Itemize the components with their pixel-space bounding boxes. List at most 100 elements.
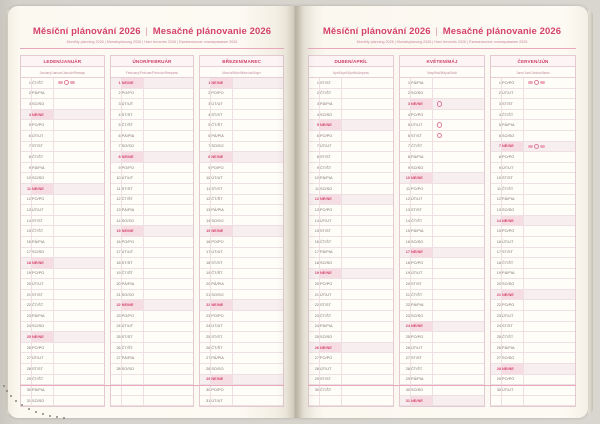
day-note-field[interactable] [432,151,484,163]
day-note-field[interactable] [523,352,575,365]
day-note-field[interactable] [53,78,104,89]
day-note-field[interactable] [53,162,104,174]
day-note-field[interactable] [523,225,575,237]
day-note-field[interactable] [341,352,393,365]
day-note-field[interactable] [53,247,104,259]
day-note-field[interactable] [143,321,194,333]
day-note-field[interactable] [341,395,393,407]
day-note-field[interactable] [143,162,194,174]
day-note-field[interactable] [232,247,284,259]
day-note-field[interactable] [53,395,104,407]
day-note-field[interactable] [341,310,393,322]
day-note-field[interactable] [143,215,194,227]
day-note-field[interactable] [232,342,284,354]
day-note-field[interactable] [53,268,104,280]
day-note-field[interactable] [232,257,284,269]
day-note-field[interactable] [341,172,393,184]
day-note-field[interactable] [432,109,484,121]
day-note-field[interactable] [232,141,284,153]
day-note-field[interactable] [523,299,575,312]
day-note-field[interactable] [523,141,575,153]
day-note-field[interactable] [232,78,284,89]
day-note-field[interactable] [53,310,104,322]
day-note-field[interactable] [143,204,194,216]
day-note-field[interactable] [53,109,104,121]
day-note-field[interactable] [143,88,194,100]
day-note-field[interactable] [432,321,484,333]
day-note-field[interactable] [143,141,194,153]
day-note-field[interactable] [53,204,104,216]
day-note-field[interactable] [341,278,393,290]
day-note-field[interactable] [341,236,393,248]
day-note-field[interactable] [143,151,194,163]
day-note-field[interactable] [523,88,575,100]
day-note-field[interactable] [232,384,284,396]
day-note-field[interactable] [143,78,194,89]
day-note-field[interactable] [143,183,194,195]
day-note-field[interactable] [232,225,284,237]
day-note-field[interactable] [341,321,393,333]
day-note-field[interactable] [523,374,575,386]
day-note-field[interactable] [432,204,484,216]
day-note-field[interactable] [341,299,393,312]
day-note-field[interactable] [523,384,575,396]
day-note-field[interactable] [523,109,575,121]
day-note-field[interactable] [143,395,194,407]
day-note-field[interactable] [432,236,484,248]
day-note-field[interactable] [232,215,284,227]
day-note-field[interactable] [341,88,393,100]
day-note-field[interactable] [53,374,104,386]
day-note-field[interactable] [523,183,575,195]
day-note-field[interactable] [53,236,104,248]
day-note-field[interactable] [53,151,104,163]
day-note-field[interactable] [523,268,575,280]
day-note-field[interactable] [232,172,284,184]
day-note-field[interactable] [232,268,284,280]
day-note-field[interactable] [143,299,194,312]
day-note-field[interactable] [432,363,484,375]
day-note-field[interactable] [432,98,484,110]
day-note-field[interactable] [523,130,575,142]
day-note-field[interactable] [232,162,284,174]
day-note-field[interactable] [432,342,484,354]
day-note-field[interactable] [432,78,484,89]
day-note-field[interactable] [53,172,104,184]
day-note-field[interactable] [523,172,575,184]
day-note-field[interactable] [143,310,194,322]
day-note-field[interactable] [432,374,484,386]
day-note-field[interactable] [341,257,393,269]
day-note-field[interactable] [523,321,575,333]
day-note-field[interactable] [341,268,393,280]
day-note-field[interactable] [143,98,194,110]
day-note-field[interactable] [523,151,575,163]
day-note-field[interactable] [341,289,393,301]
day-note-field[interactable] [341,78,393,89]
day-note-field[interactable] [53,130,104,142]
day-note-field[interactable] [53,88,104,100]
day-note-field[interactable] [232,236,284,248]
day-note-field[interactable] [143,268,194,280]
day-note-field[interactable] [143,331,194,343]
day-note-field[interactable] [432,289,484,301]
day-note-field[interactable] [523,194,575,206]
day-note-field[interactable] [341,109,393,121]
day-note-field[interactable] [523,395,575,407]
day-note-field[interactable] [232,374,284,386]
day-note-field[interactable] [341,215,393,227]
day-note-field[interactable] [143,257,194,269]
day-note-field[interactable] [53,384,104,396]
day-note-field[interactable] [432,247,484,259]
day-note-field[interactable] [432,183,484,195]
day-note-field[interactable] [341,98,393,110]
day-note-field[interactable] [432,119,484,131]
day-note-field[interactable] [232,352,284,365]
day-note-field[interactable] [232,289,284,301]
day-note-field[interactable] [341,151,393,163]
day-note-field[interactable] [53,331,104,343]
day-note-field[interactable] [53,278,104,290]
day-note-field[interactable] [232,331,284,343]
day-note-field[interactable] [341,331,393,343]
day-note-field[interactable] [523,236,575,248]
day-note-field[interactable] [341,204,393,216]
day-note-field[interactable] [432,162,484,174]
